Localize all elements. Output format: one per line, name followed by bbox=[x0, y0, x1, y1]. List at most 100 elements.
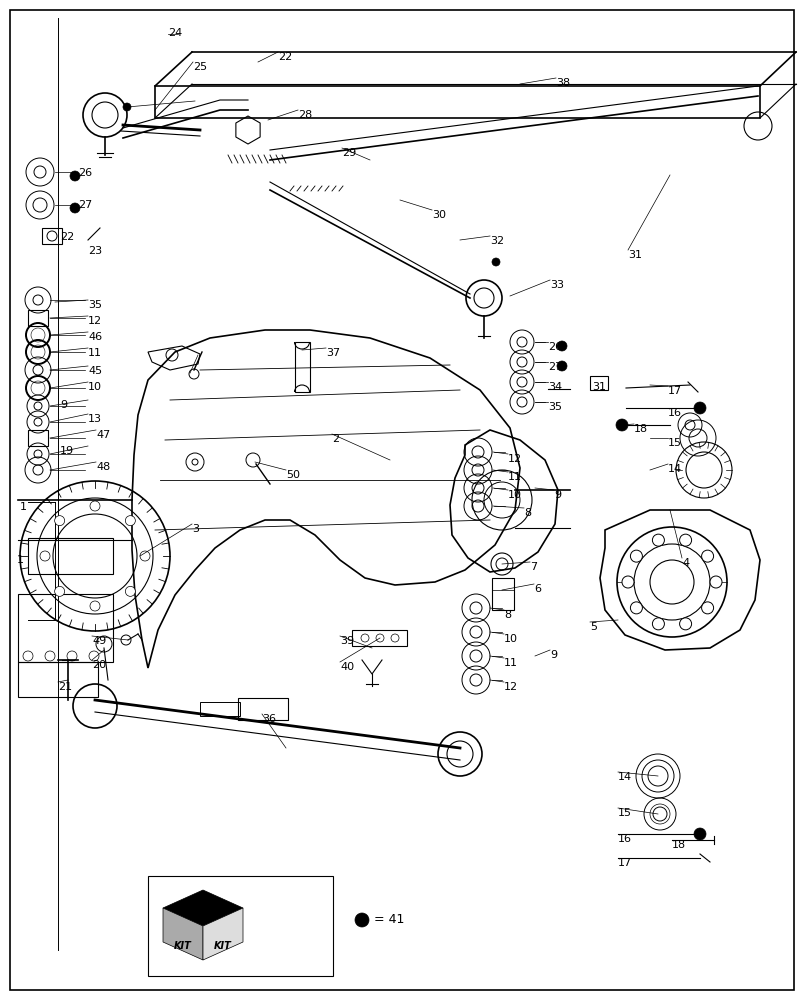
Text: 18: 18 bbox=[671, 840, 685, 850]
Circle shape bbox=[123, 103, 131, 111]
Circle shape bbox=[679, 534, 691, 546]
Text: 37: 37 bbox=[325, 348, 340, 358]
Polygon shape bbox=[163, 908, 202, 960]
Text: 33: 33 bbox=[549, 280, 563, 290]
Text: 34: 34 bbox=[548, 382, 561, 392]
Text: 17: 17 bbox=[667, 386, 681, 396]
Circle shape bbox=[55, 586, 64, 596]
Text: 29: 29 bbox=[341, 148, 356, 158]
Text: 1: 1 bbox=[20, 502, 27, 512]
Bar bbox=[42, 228, 62, 244]
Text: 47: 47 bbox=[96, 430, 110, 440]
Text: 49: 49 bbox=[92, 636, 106, 646]
Text: 14: 14 bbox=[618, 772, 631, 782]
Text: KIT: KIT bbox=[214, 941, 231, 951]
Circle shape bbox=[701, 550, 713, 562]
Circle shape bbox=[70, 171, 80, 181]
Text: 32: 32 bbox=[489, 236, 503, 246]
Text: 1: 1 bbox=[17, 555, 23, 565]
Text: 31: 31 bbox=[627, 250, 642, 260]
Circle shape bbox=[90, 501, 100, 511]
Text: 48: 48 bbox=[96, 462, 110, 472]
Text: 16: 16 bbox=[618, 834, 631, 844]
Text: 14: 14 bbox=[667, 464, 681, 474]
Text: 11: 11 bbox=[503, 658, 517, 668]
Circle shape bbox=[679, 618, 691, 630]
Text: 18: 18 bbox=[634, 424, 647, 434]
Text: 38: 38 bbox=[556, 78, 569, 88]
Text: 16: 16 bbox=[667, 408, 681, 418]
Text: 2: 2 bbox=[332, 434, 339, 444]
Bar bbox=[589, 376, 607, 390]
Circle shape bbox=[40, 551, 50, 561]
Circle shape bbox=[125, 516, 135, 526]
Text: 12: 12 bbox=[88, 316, 102, 326]
Text: 19: 19 bbox=[60, 446, 74, 456]
Text: 10: 10 bbox=[503, 634, 517, 644]
Text: 30: 30 bbox=[431, 210, 446, 220]
Circle shape bbox=[491, 258, 499, 266]
Text: 7: 7 bbox=[529, 562, 536, 572]
Bar bbox=[28, 430, 48, 446]
Text: 3: 3 bbox=[192, 524, 199, 534]
Bar bbox=[352, 630, 406, 646]
Text: 8: 8 bbox=[524, 508, 531, 518]
Text: 25: 25 bbox=[193, 62, 207, 72]
Text: 27: 27 bbox=[548, 362, 561, 372]
Text: 36: 36 bbox=[262, 714, 275, 724]
Text: 10: 10 bbox=[88, 382, 102, 392]
Text: 13: 13 bbox=[88, 414, 102, 424]
Text: 22: 22 bbox=[278, 52, 291, 62]
Text: 31: 31 bbox=[591, 382, 605, 392]
Circle shape bbox=[709, 576, 721, 588]
Text: 24: 24 bbox=[168, 28, 182, 38]
Circle shape bbox=[630, 602, 642, 614]
Circle shape bbox=[556, 361, 566, 371]
Text: = 41: = 41 bbox=[373, 913, 404, 926]
Text: 22: 22 bbox=[60, 232, 74, 242]
Polygon shape bbox=[202, 908, 243, 960]
Text: 9: 9 bbox=[60, 400, 67, 410]
Polygon shape bbox=[163, 890, 243, 926]
Text: 9: 9 bbox=[553, 490, 560, 500]
Bar bbox=[18, 662, 98, 697]
Text: 20: 20 bbox=[92, 660, 106, 670]
Text: 28: 28 bbox=[298, 110, 312, 120]
Bar bbox=[238, 698, 287, 720]
Text: 12: 12 bbox=[503, 682, 517, 692]
Bar bbox=[491, 578, 513, 610]
Text: KIT: KIT bbox=[174, 941, 192, 951]
Text: 6: 6 bbox=[533, 584, 540, 594]
Text: 35: 35 bbox=[548, 402, 561, 412]
Circle shape bbox=[693, 402, 705, 414]
Text: 11: 11 bbox=[88, 348, 102, 358]
Text: 26: 26 bbox=[548, 342, 561, 352]
Circle shape bbox=[630, 550, 642, 562]
Circle shape bbox=[615, 419, 627, 431]
Bar bbox=[148, 876, 332, 976]
Text: 45: 45 bbox=[88, 366, 102, 376]
Bar bbox=[200, 702, 240, 716]
Bar bbox=[28, 538, 113, 574]
Text: 39: 39 bbox=[340, 636, 353, 646]
Text: 23: 23 bbox=[88, 246, 102, 256]
Circle shape bbox=[651, 618, 663, 630]
Circle shape bbox=[70, 203, 80, 213]
Text: 8: 8 bbox=[503, 610, 511, 620]
Circle shape bbox=[140, 551, 150, 561]
Text: 50: 50 bbox=[286, 470, 300, 480]
Bar bbox=[28, 310, 48, 326]
Text: 27: 27 bbox=[78, 200, 92, 210]
Circle shape bbox=[55, 516, 64, 526]
Text: 12: 12 bbox=[507, 454, 521, 464]
Circle shape bbox=[125, 586, 135, 596]
Text: 5: 5 bbox=[589, 622, 597, 632]
Text: 26: 26 bbox=[78, 168, 92, 178]
Circle shape bbox=[355, 913, 369, 927]
Circle shape bbox=[622, 576, 634, 588]
Circle shape bbox=[90, 601, 100, 611]
Circle shape bbox=[701, 602, 713, 614]
Text: 21: 21 bbox=[58, 682, 72, 692]
Text: 46: 46 bbox=[88, 332, 102, 342]
Circle shape bbox=[556, 341, 566, 351]
